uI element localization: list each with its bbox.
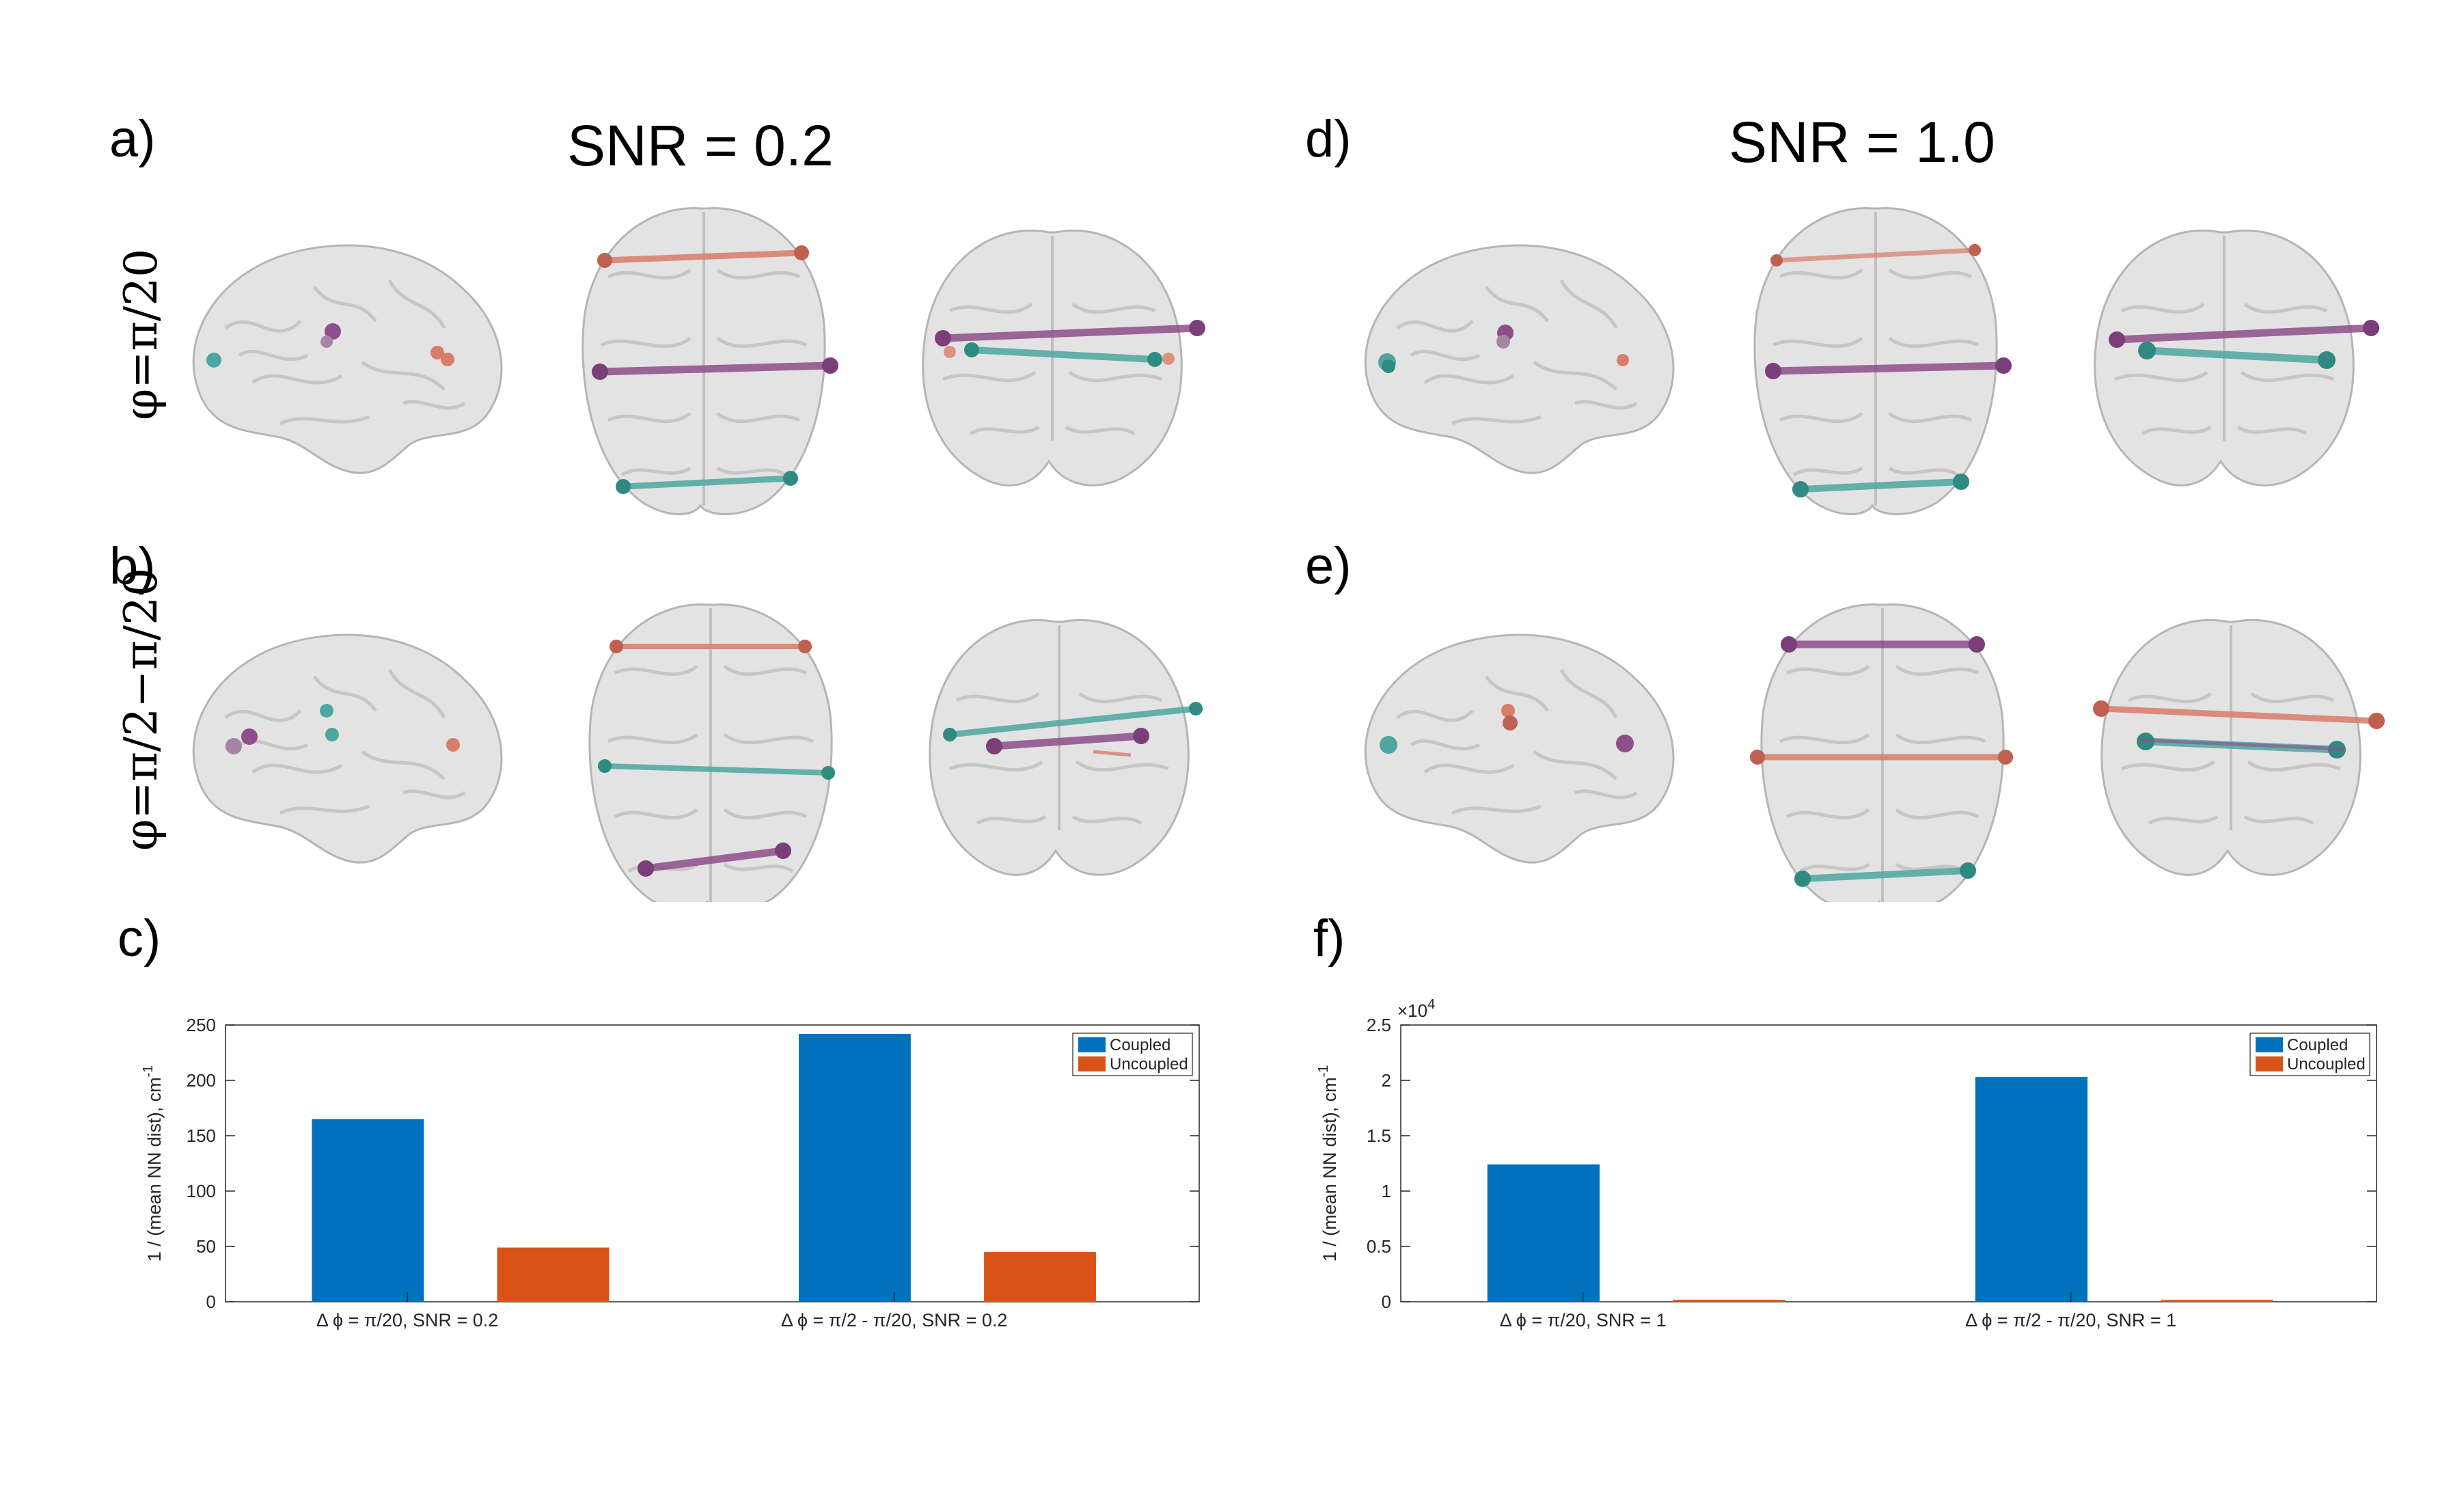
x-tick-label: Δ ϕ = π/20, SNR = 1 [1500, 1310, 1667, 1330]
panel-label-d: d) [1305, 110, 1352, 168]
axes-box [1400, 1024, 2377, 1302]
y-tick-label: 2 [1382, 1070, 1391, 1091]
panel-label-b: b) [109, 537, 156, 595]
y-tick-label: 200 [187, 1070, 216, 1091]
legend-swatch-uncoupled [2256, 1056, 2283, 1071]
title-snr-right: SNR = 1.0 [1729, 110, 1995, 174]
bar-coupled-1 [1975, 1077, 2087, 1302]
legend-swatch-uncoupled [1078, 1056, 1106, 1071]
axes-box [225, 1024, 1200, 1302]
bar-uncoupled-0 [1673, 1300, 1785, 1302]
x-tick-label: Δ ϕ = π/2 - π/20, SNR = 1 [1965, 1310, 2176, 1330]
bar-coupled-0 [1487, 1164, 1600, 1302]
panel-label-f: f) [1313, 910, 1345, 968]
y-tick-label: 0 [1382, 1292, 1391, 1312]
legend-label-coupled: Coupled [1110, 1036, 1171, 1054]
legend-label-uncoupled: Uncoupled [1110, 1055, 1188, 1074]
panel-label-e: e) [1305, 537, 1352, 595]
bar-uncoupled-1 [984, 1252, 1096, 1302]
panel-label-c: c) [118, 910, 161, 968]
bar-coupled-0 [312, 1119, 424, 1302]
y-tick-label: 2.5 [1367, 1015, 1391, 1035]
y-tick-label: 0.5 [1367, 1236, 1391, 1257]
legend-swatch-coupled [1078, 1037, 1106, 1052]
chart-0: 0 50 100 150 200 250 1 / (mean NN dist), cm-1 Δ… [141, 1015, 1200, 1330]
panel-label-a: a) [109, 110, 156, 168]
y-tick-label: 1.5 [1367, 1125, 1391, 1146]
chart-1: 0 0.5 1 1.5 2 2.5 ×104 1 / (mean NN dist), cm-1… [1316, 997, 2377, 1330]
legend-label-coupled: Coupled [2287, 1036, 2348, 1054]
y-tick-label: 0 [206, 1292, 216, 1312]
y-tick-label: 100 [187, 1181, 216, 1201]
y-tick-label: 1 [1382, 1181, 1391, 1201]
legend-label-uncoupled: Uncoupled [2287, 1055, 2366, 1074]
bar-uncoupled-1 [2161, 1300, 2273, 1302]
y-tick-label: 150 [187, 1125, 216, 1146]
y-axis-label: 1 / (mean NN dist), cm-1 [1316, 1065, 1340, 1262]
title-snr-left: SNR = 0.2 [567, 113, 834, 178]
x-tick-label: Δ ϕ = π/20, SNR = 0.2 [316, 1310, 498, 1330]
brain-figure [0, 0, 2385, 902]
bar-uncoupled-0 [497, 1247, 610, 1302]
bar-coupled-1 [798, 1033, 911, 1302]
exponent-label: ×104 [1397, 997, 1435, 1021]
y-axis-label: 1 / (mean NN dist), cm-1 [141, 1065, 165, 1262]
y-tick-label: 50 [196, 1236, 216, 1257]
x-tick-label: Δ ϕ = π/2 - π/20, SNR = 0.2 [781, 1310, 1008, 1330]
y-tick-label: 250 [187, 1015, 216, 1035]
legend-swatch-coupled [2256, 1037, 2283, 1052]
